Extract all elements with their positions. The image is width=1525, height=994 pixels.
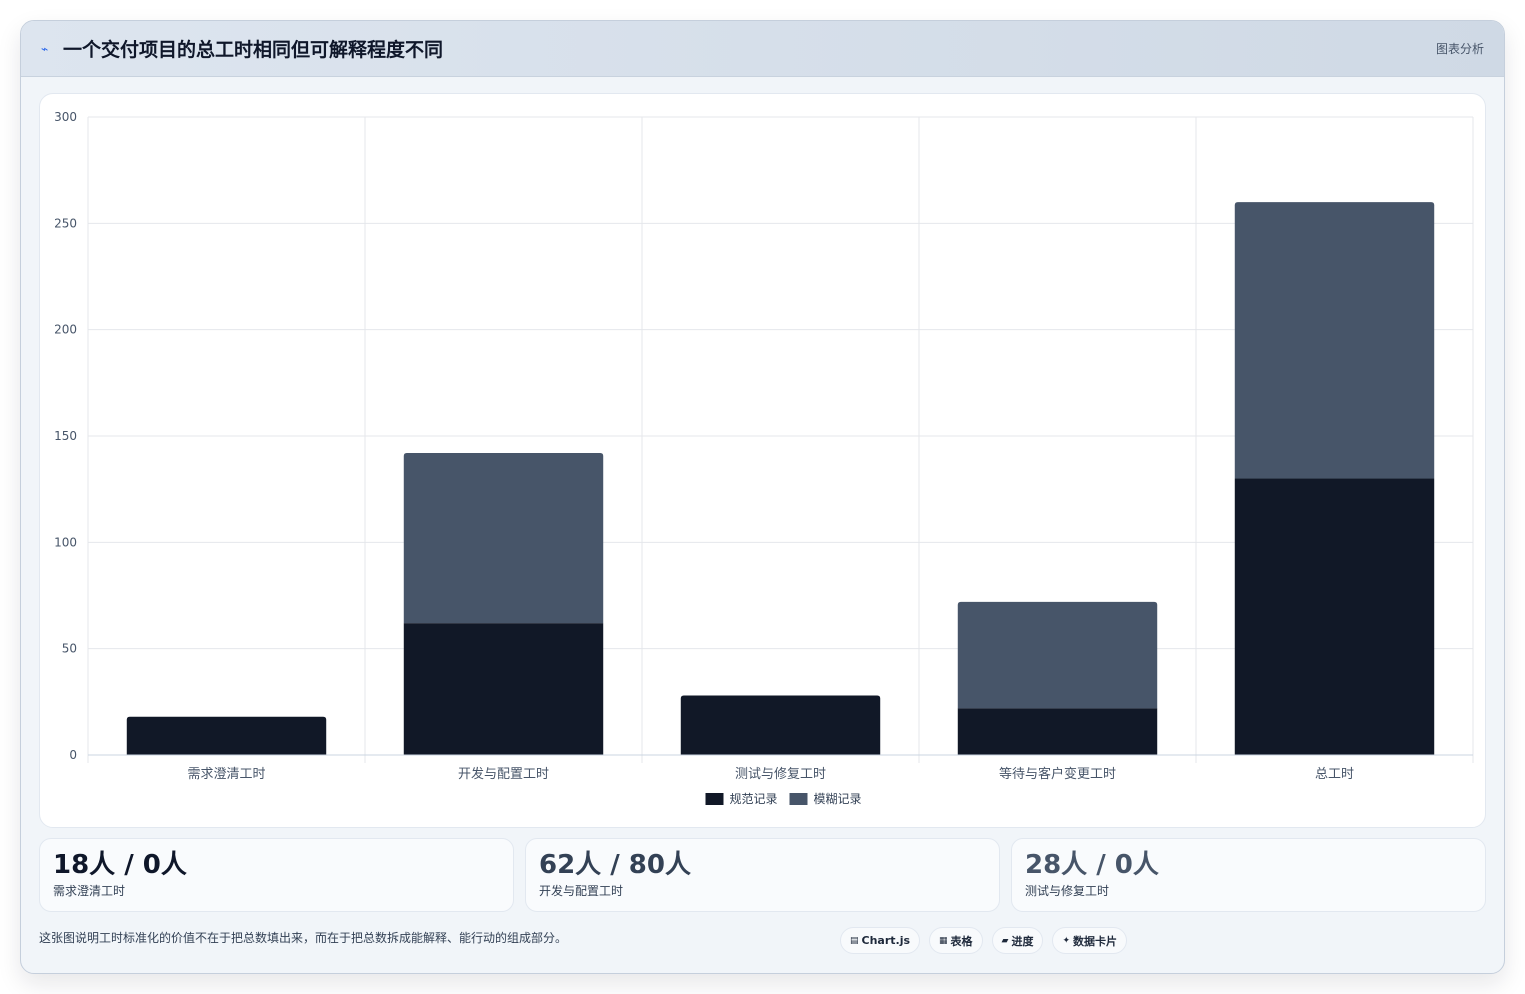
bar-segment [403, 453, 604, 624]
y-tick-label: 300 [54, 110, 77, 124]
x-tick-label: 测试与修复工时 [735, 767, 826, 782]
progress-icon: ▰ [1001, 935, 1009, 946]
legend-label: 规范记录 [730, 791, 778, 806]
bar-layer [126, 202, 1435, 755]
stat-value: 62人 / 80人 [539, 850, 691, 880]
bar-segment [1234, 202, 1435, 479]
chart-card: 0 50 100 150 200 250 300 需求澄清工时 开发与配置工时 测试与修复工时 等待… [39, 93, 1486, 828]
stat-label: 测试与修复工时 [1025, 884, 1110, 898]
stat-cards: 18人 / 0人 需求澄清工时 62人 / 80人 开发与配置工时 28人 / … [39, 838, 1486, 912]
stat-value: 18人 / 0人 [53, 850, 187, 880]
y-tick-label: 250 [54, 216, 77, 230]
table-icon: ▦ [939, 935, 948, 946]
legend-label: 模糊记录 [814, 791, 862, 806]
dashboard-panel: ⌁ 一个交付项目的总工时相同但可解释程度不同 图表分析 0 50 100 150 200… [20, 20, 1505, 974]
x-tick-label: 等待与客户变更工时 [999, 766, 1116, 782]
bar-segment [126, 716, 327, 755]
chip-label: 表格 [950, 934, 973, 948]
grid-layer [87, 116, 1474, 763]
page-title: 一个交付项目的总工时相同但可解释程度不同 [63, 39, 444, 61]
x-tick-label: 开发与配置工时 [458, 766, 549, 782]
bar-segment [957, 601, 1158, 709]
y-tick-label: 150 [54, 429, 77, 443]
chart-analysis-label: 图表分析 [1435, 42, 1484, 56]
stat-label: 开发与配置工时 [539, 884, 624, 898]
bar-segment [403, 623, 604, 755]
chip-label: 进度 [1011, 934, 1034, 948]
stat-card: 62人 / 80人 开发与配置工时 [525, 838, 1000, 912]
chip-chartjs[interactable]: ▤ Chart.js [840, 927, 921, 954]
footer-note: 这张图说明工时标准化的价值不在于把总数填出来，而在于把总数拆成能解释、能行动的组… [39, 931, 568, 945]
chip-table[interactable]: ▦ 表格 [929, 927, 983, 954]
legend-swatch [789, 793, 808, 805]
stacked-bar-chart: 0 50 100 150 200 250 300 需求澄清工时 开发与配置工时 测试与修复工时 等待… [54, 110, 1474, 806]
chip-progress[interactable]: ▰ 进度 [991, 927, 1044, 954]
footer: 这张图说明工时标准化的价值不在于把总数填出来，而在于把总数拆成能解释、能行动的组… [39, 927, 1486, 955]
stat-card: 28人 / 0人 测试与修复工时 [1011, 838, 1486, 912]
legend-layer: 规范记录 模糊记录 [705, 791, 862, 806]
y-tick-label: 100 [54, 535, 77, 549]
pulse-icon: ⌁ [41, 41, 49, 56]
x-tick-label: 需求澄清工时 [187, 767, 265, 782]
chip-label: Chart.js [861, 934, 911, 947]
y-tick-label: 200 [54, 323, 77, 337]
x-tick-label: 总工时 [1315, 767, 1354, 782]
bar-segment [957, 708, 1158, 755]
stat-value: 28人 / 0人 [1025, 850, 1159, 880]
stat-label: 需求澄清工时 [53, 884, 126, 898]
bar-segment [680, 695, 881, 755]
axis-layer: 0 50 100 150 200 250 300 需求澄清工时 开发与配置工时 测试与修复工时 等待… [54, 110, 1473, 782]
chart-icon: ▤ [850, 935, 859, 946]
panel-header: ⌁ 一个交付项目的总工时相同但可解释程度不同 图表分析 [21, 21, 1504, 77]
y-tick-label: 0 [69, 748, 77, 762]
y-tick-label: 50 [62, 642, 77, 656]
tech-chips: ▤ Chart.js ▦ 表格 ▰ 进度 ✦ 数据卡片 [840, 927, 1128, 954]
stat-card: 18人 / 0人 需求澄清工时 [39, 838, 514, 912]
bar-segment [1234, 478, 1435, 755]
legend-swatch [705, 793, 724, 805]
sparkle-icon: ✦ [1062, 935, 1071, 946]
chip-data-card[interactable]: ✦ 数据卡片 [1052, 927, 1128, 954]
chip-label: 数据卡片 [1073, 934, 1118, 948]
